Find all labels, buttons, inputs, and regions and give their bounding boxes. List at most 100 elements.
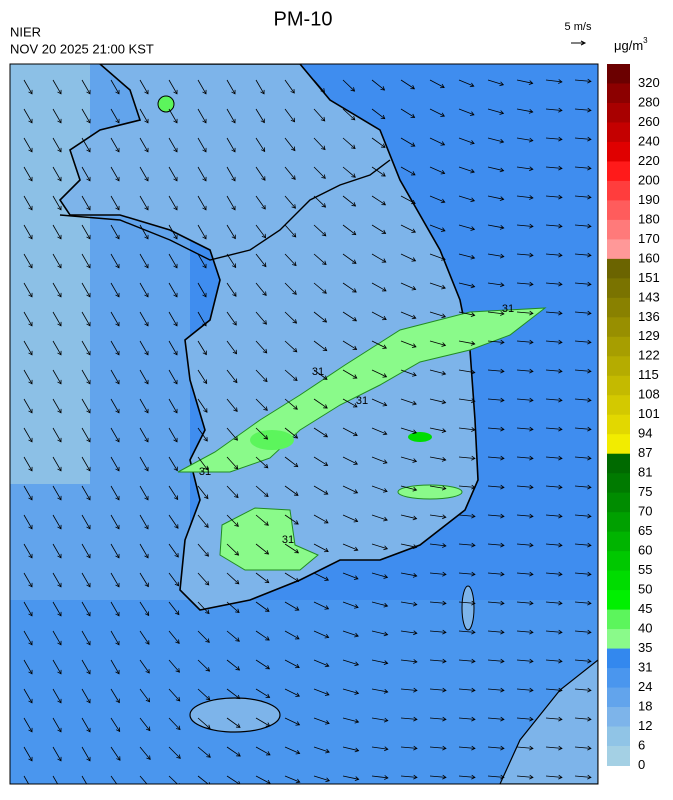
wind-arrow-head	[383, 488, 388, 493]
wind-arrow-head	[529, 455, 534, 461]
wind-arrow	[545, 137, 562, 140]
wind-arrow-head	[173, 176, 178, 182]
legend-swatch	[607, 375, 630, 396]
legend-swatch	[607, 473, 630, 494]
wind-arrow-head	[352, 288, 357, 293]
wind-arrow-head	[324, 691, 330, 696]
wind-arrow-head	[529, 195, 534, 200]
wind-arrow-head	[412, 515, 418, 521]
wind-arrow-head	[499, 196, 505, 202]
wind-arrow-head	[413, 687, 418, 693]
wind-arrow	[81, 456, 91, 472]
unit-text: μg/m	[614, 38, 643, 53]
wind-arrow-head	[58, 786, 62, 790]
wind-arrow	[516, 253, 533, 256]
wind-arrow-head	[322, 346, 328, 352]
wind-arrow	[197, 340, 207, 355]
wind-arrow-head	[262, 348, 268, 354]
wind-arrow	[458, 427, 475, 431]
legend-label: 18	[638, 698, 652, 713]
wind-arrow	[168, 195, 178, 211]
wind-arrow-head	[410, 84, 416, 90]
legend-label: 122	[638, 348, 660, 363]
wind-arrow	[516, 514, 533, 517]
legend-label: 81	[638, 465, 652, 480]
wind-arrow	[23, 543, 33, 559]
wind-arrow-head	[57, 524, 62, 530]
wind-arrow	[342, 717, 359, 723]
wind-arrow-head	[382, 344, 388, 349]
wind-arrow-head	[28, 611, 33, 617]
wind-arrow	[284, 108, 295, 123]
wind-arrow	[400, 79, 415, 90]
wind-arrow-head	[290, 89, 295, 94]
wind-arrow	[168, 253, 178, 269]
wind-arrow-head	[381, 229, 387, 234]
wind-arrow-head	[412, 429, 418, 435]
wind-arrow	[226, 427, 238, 441]
legend-label: 70	[638, 504, 652, 519]
wind-arrow	[516, 601, 533, 604]
wind-arrow	[255, 601, 270, 612]
contour-label: 31	[199, 466, 211, 478]
wind-arrow	[516, 746, 533, 749]
wind-arrow-head	[57, 582, 62, 588]
wind-arrow	[342, 659, 359, 666]
wind-arrow-head	[558, 194, 563, 200]
wind-arrow-head	[175, 610, 180, 616]
wind-arrow	[487, 282, 504, 286]
wind-arrow-head	[232, 321, 237, 326]
wind-arrow-head	[382, 401, 388, 407]
wind-arrow	[342, 485, 358, 494]
wind-arrow-head	[144, 495, 149, 501]
wind-arrow	[23, 456, 33, 472]
wind-arrow-head	[382, 459, 388, 464]
wind-arrow	[400, 717, 417, 720]
wind-arrow	[255, 572, 269, 583]
contour-labels: 31 31 31 31 31	[199, 303, 514, 546]
wind-arrow-head	[260, 89, 265, 95]
wind-arrow	[342, 775, 359, 780]
wind-arrow-head	[146, 755, 151, 760]
wind-arrow	[226, 340, 237, 355]
wind-arrow	[139, 166, 149, 182]
wind-arrow-head	[87, 786, 91, 790]
wind-arrow	[313, 369, 328, 380]
wind-arrow-head	[202, 321, 207, 327]
wind-arrow	[110, 137, 120, 153]
wind-arrow	[574, 659, 591, 662]
wind-arrow-head	[28, 205, 33, 211]
wind-arrow-head	[235, 723, 241, 728]
wind-arrow	[226, 195, 236, 211]
wind-arrow-head	[471, 398, 476, 404]
wind-arrow	[168, 427, 178, 443]
wind-arrow-head	[441, 485, 447, 491]
wind-arrow	[139, 398, 149, 414]
legend-label: 0	[638, 757, 645, 772]
wind-arrow-head	[173, 466, 178, 472]
wind-arrow	[52, 282, 62, 298]
wind-arrow-head	[204, 494, 209, 500]
wind-arrow	[197, 717, 211, 729]
wind-arrow-head	[500, 745, 505, 751]
wind-arrow	[342, 456, 358, 465]
wind-arrow-head	[471, 629, 476, 635]
wind-arrow-head	[529, 513, 534, 519]
wind-arrow	[371, 79, 385, 91]
wind-arrow	[516, 108, 533, 113]
wind-arrow-head	[86, 292, 91, 298]
wind-arrow-head	[322, 260, 327, 266]
wind-scale-head	[580, 40, 587, 46]
wind-arrow-head	[558, 600, 563, 606]
wind-arrow	[284, 717, 300, 726]
wind-arrow-head	[440, 227, 446, 232]
wind-arrow	[168, 369, 178, 385]
wind-arrow	[545, 746, 562, 749]
wind-arrow	[226, 311, 237, 326]
wind-arrow	[545, 253, 562, 256]
wind-arrow-head	[202, 89, 207, 95]
legend-label: 94	[638, 426, 652, 441]
legend-swatch	[607, 64, 630, 84]
wind-arrow-head	[441, 313, 447, 319]
wind-arrow	[110, 514, 120, 530]
